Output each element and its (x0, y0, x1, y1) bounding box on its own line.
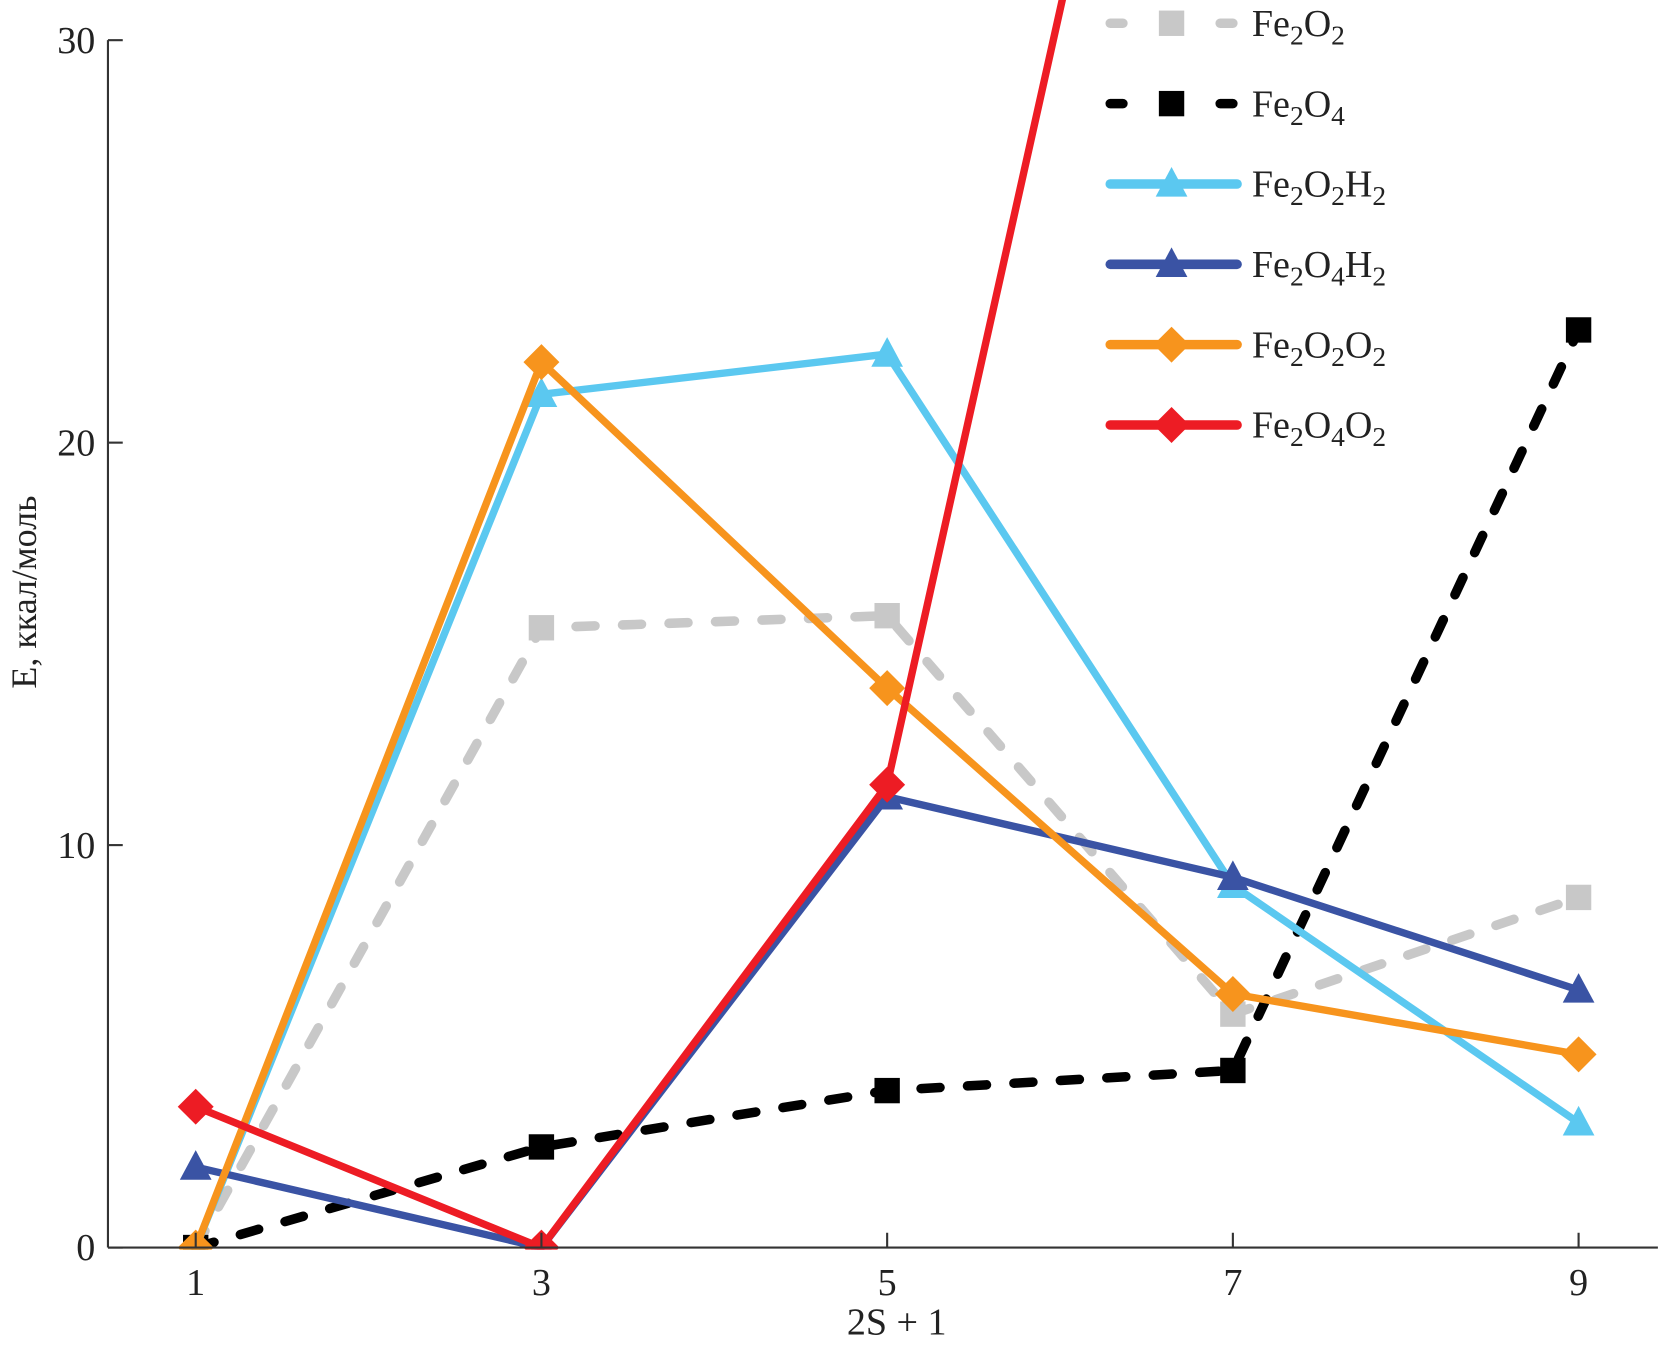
plot-area (177, 0, 1597, 1250)
data-point (1220, 1057, 1246, 1084)
series-Fe2O4 (183, 317, 1592, 1250)
legend-marker (1158, 90, 1185, 117)
y-tick-label: 10 (57, 825, 95, 867)
x-tick-label: 7 (1223, 1262, 1242, 1304)
x-axis-label: 2S + 1 (847, 1301, 947, 1343)
legend-item: Fe2O2O2 (1105, 324, 1386, 372)
data-point (528, 615, 555, 641)
legend-marker (1153, 407, 1190, 443)
data-point (525, 377, 558, 408)
data-point (177, 1088, 214, 1125)
legend-label: Fe2O4H2 (1252, 244, 1386, 291)
series-line (192, 793, 1583, 1250)
y-axis-label: E, ккал/моль (4, 496, 44, 689)
legend-label: Fe2O4 (1252, 83, 1345, 130)
legend-label: Fe2O2 (1252, 3, 1345, 50)
data-point (523, 344, 560, 381)
y-tick-label: 20 (57, 422, 95, 464)
x-tick-label: 1 (186, 1262, 205, 1304)
data-point (871, 337, 904, 367)
axes: 0 10 20 30 1 3 5 7 9 2S + 1 E, ккал/моль (4, 20, 1658, 1343)
legend-item: Fe2O4H2 (1105, 244, 1386, 291)
x-tick-label: 9 (1569, 1262, 1588, 1304)
legend-label: Fe2O2H2 (1252, 164, 1386, 211)
y-tick-label: 30 (57, 20, 95, 62)
data-point (1565, 884, 1592, 911)
x-tick-label: 5 (878, 1262, 897, 1304)
legend-item: Fe2O4 (1105, 83, 1345, 131)
legend-marker (1158, 10, 1185, 36)
series-Fe2O2O2 (177, 344, 1597, 1250)
data-point (1562, 1105, 1595, 1136)
data-point (1560, 1036, 1597, 1073)
x-tick-label: 3 (532, 1262, 551, 1304)
legend-item: Fe2O2H2 (1105, 164, 1386, 211)
legend: Fe2O2 Fe2O4 Fe2O2H2 Fe2O4H2 Fe2O2O2 Fe2O4O2 (1105, 3, 1386, 452)
legend-item: Fe2O4O2 (1105, 405, 1386, 452)
data-point (1562, 973, 1595, 1003)
legend-marker (1153, 326, 1190, 363)
legend-label: Fe2O4O2 (1252, 405, 1386, 452)
data-point (874, 1077, 900, 1104)
legend-marker (1155, 167, 1188, 197)
series-line (192, 0, 1067, 1250)
legend-label: Fe2O2O2 (1252, 324, 1386, 371)
series-line (190, 610, 1584, 1250)
data-point (869, 670, 906, 707)
y-tick-label: 0 (76, 1227, 95, 1269)
series-Fe2O2 (183, 603, 1592, 1250)
data-point (874, 603, 900, 629)
legend-item: Fe2O2 (1105, 3, 1345, 50)
data-point (1565, 317, 1592, 343)
data-point (1217, 860, 1249, 890)
legend-marker (1155, 247, 1188, 278)
data-point (179, 1150, 212, 1180)
data-point (528, 1134, 555, 1160)
